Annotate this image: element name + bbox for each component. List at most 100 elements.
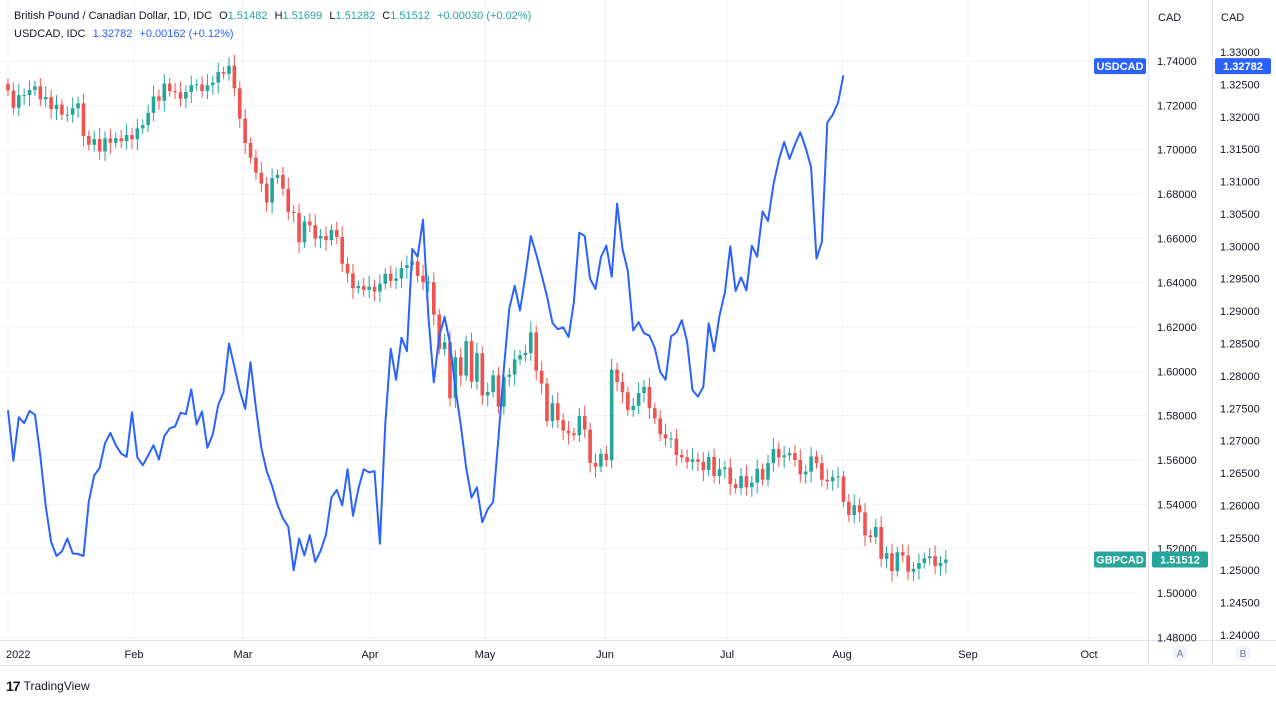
candle-body <box>345 263 350 274</box>
right-scale-tick-label: 1.30000 <box>1220 241 1260 253</box>
gbpcad-name-tag-bg <box>1094 551 1146 568</box>
scale-button-circle[interactable] <box>1172 645 1188 661</box>
candle <box>216 62 221 94</box>
candle-body <box>378 283 382 292</box>
candle <box>378 274 382 303</box>
candle-body <box>281 174 285 189</box>
candle-body <box>712 456 716 476</box>
candle <box>356 280 361 294</box>
candle <box>863 502 867 547</box>
candle-body <box>830 477 835 482</box>
candle-body <box>162 83 167 101</box>
candle-body <box>334 229 339 238</box>
candle-body <box>11 90 16 108</box>
candle-body <box>879 526 883 559</box>
right-scale-unit: CAD <box>1221 12 1244 24</box>
candle-body <box>270 178 274 203</box>
candle <box>830 470 835 491</box>
candle-body <box>124 135 129 142</box>
candle <box>653 402 657 424</box>
candle <box>642 379 646 403</box>
candle <box>739 467 743 496</box>
candle <box>485 382 490 407</box>
candle <box>211 75 215 95</box>
usdcad-name-tag[interactable]: USDCAD <box>1094 58 1146 75</box>
candle-body <box>593 462 598 467</box>
usdcad-name-tag-text: USDCAD <box>1096 61 1143 73</box>
candle <box>464 335 468 382</box>
left-scale-tick-label: 1.56000 <box>1157 455 1197 467</box>
candle-body <box>744 475 749 488</box>
candle <box>130 128 134 149</box>
candle <box>868 529 873 543</box>
candle <box>636 382 641 415</box>
left-scale-tick-label: 1.48000 <box>1157 632 1197 644</box>
gbpcad-price-tag-bg <box>1152 551 1208 568</box>
candle-body <box>653 408 657 419</box>
candle <box>264 176 269 213</box>
candle <box>561 413 565 441</box>
candle-body <box>453 357 458 399</box>
candle <box>297 203 301 254</box>
scale-button-a[interactable]: A <box>1172 645 1188 661</box>
main-series-legend[interactable]: British Pound / Canadian Dollar, 1D, IDC… <box>14 10 535 22</box>
candle-body <box>448 342 452 399</box>
candle-body <box>685 457 689 462</box>
candle-body <box>604 453 609 461</box>
right-scale-tick-label: 1.31500 <box>1220 144 1260 156</box>
candle-body <box>706 456 711 471</box>
right-scale-tick-label: 1.33000 <box>1220 47 1260 59</box>
usdcad-price-tag[interactable]: 1.32782 <box>1215 58 1271 75</box>
candle <box>243 109 247 154</box>
candle <box>534 325 539 381</box>
gbpcad-name-tag[interactable]: GBPCAD <box>1094 551 1146 568</box>
candle <box>119 129 123 149</box>
candle <box>394 267 398 290</box>
candle-body <box>475 353 479 382</box>
candle <box>927 548 932 566</box>
usdcad-price-tag-bg <box>1215 58 1271 75</box>
candle <box>81 93 86 147</box>
candle-body <box>609 369 614 461</box>
candle-body <box>588 429 592 463</box>
usdcad-price-tag-text: 1.32782 <box>1223 61 1263 73</box>
candle <box>723 460 727 479</box>
candle-body <box>760 468 765 480</box>
scale-button-b[interactable]: B <box>1235 645 1251 661</box>
candle <box>388 265 393 288</box>
candle-body <box>367 286 371 290</box>
candle-body <box>884 553 889 559</box>
candle <box>577 407 582 443</box>
low-label: L1.51282 <box>329 10 376 22</box>
usdcad-line[interactable] <box>7 75 845 572</box>
candle-body <box>717 469 722 476</box>
candle <box>938 555 943 576</box>
candle <box>728 458 733 496</box>
right-scale-tick-label: 1.30500 <box>1220 209 1260 221</box>
candle <box>911 561 916 582</box>
candle-body <box>356 285 361 289</box>
candle <box>87 130 91 151</box>
tradingview-logo[interactable]: 17 TradingView <box>6 678 90 694</box>
candle <box>690 448 695 471</box>
right-scale-tick-label: 1.29500 <box>1220 274 1260 286</box>
left-scale-tick-label: 1.74000 <box>1157 56 1197 68</box>
scale-button-circle[interactable] <box>1235 645 1251 661</box>
candle-body <box>313 225 318 239</box>
candle-body <box>814 456 819 464</box>
candle-body <box>529 332 533 353</box>
candle <box>146 104 150 132</box>
candle-body <box>809 456 813 472</box>
candle-body <box>157 96 161 101</box>
compare-series-legend[interactable]: USDCAD, IDC 1.32782 +0.00162 (+0.12%) <box>14 28 238 40</box>
candle <box>157 89 161 111</box>
candle <box>626 386 630 416</box>
candle <box>361 277 366 297</box>
gbpcad-price-tag[interactable]: 1.51512 <box>1152 551 1208 568</box>
candle-body <box>561 420 565 431</box>
candle <box>302 215 307 248</box>
candle <box>491 369 495 398</box>
candle-body <box>361 285 366 290</box>
